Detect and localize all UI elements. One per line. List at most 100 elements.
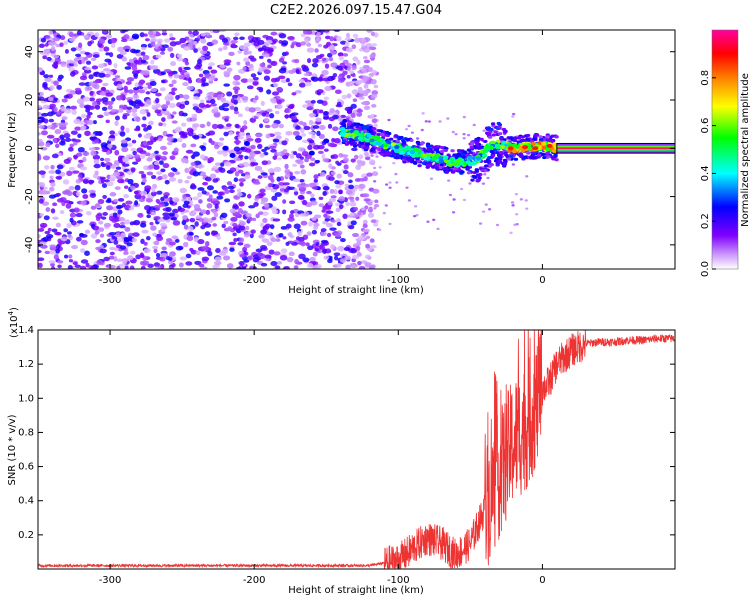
spectrogram-noise-cell: [81, 59, 86, 64]
spectrogram-signal-halo: [405, 138, 411, 142]
spectrogram-noise-cell: [243, 174, 251, 180]
spectrogram-noise-cell: [204, 104, 212, 108]
spectrogram-noise-cell: [281, 155, 289, 160]
spectrogram-noise-cell: [175, 94, 180, 100]
spectrogram-noise-cell: [243, 119, 248, 126]
spectrogram-noise-cell: [66, 170, 73, 177]
spectrogram-signal-halo: [502, 158, 508, 162]
spectrogram-signal-halo: [389, 154, 395, 158]
spectrogram-noise-cell: [392, 161, 396, 165]
spectrogram-noise-cell: [223, 83, 231, 87]
spectrogram-noise-cell: [319, 109, 324, 114]
spectrogram-signal-core: [443, 155, 449, 160]
spectrogram-noise-cell: [330, 50, 337, 55]
spectrogram-signal-halo: [462, 150, 468, 154]
spectrogram-noise-cell: [462, 137, 466, 140]
spectrogram-signal-halo: [475, 178, 480, 183]
spectrogram-noise-cell: [153, 248, 158, 254]
spectrogram-noise-cell: [247, 193, 252, 199]
spectrogram-noise-cell: [48, 74, 54, 78]
spectrogram-noise-cell: [483, 173, 487, 176]
spectrogram-noise-cell: [358, 265, 366, 269]
spectrogram-noise-cell: [279, 254, 288, 261]
spectrogram-noise-cell: [188, 210, 196, 217]
spectrogram-noise-cell: [164, 95, 170, 102]
spectrogram-noise-cell: [183, 46, 191, 51]
spectrogram-noise-cell: [186, 235, 194, 241]
spectrogram-noise-cell: [96, 259, 103, 265]
spectrogram-signal-halo: [409, 138, 414, 142]
spectrogram-noise-cell: [45, 35, 51, 39]
spectrogram-noise-cell: [260, 229, 268, 235]
spectrogram-noise-cell: [329, 44, 335, 50]
spectrogram-noise-cell: [178, 74, 184, 80]
spectrogram-noise-cell: [346, 109, 353, 114]
spectrogram-noise-cell: [352, 56, 359, 62]
spectrogram-signal-core: [507, 143, 513, 148]
spectrogram-noise-cell: [148, 120, 154, 126]
spectrogram-noise-cell: [362, 64, 370, 69]
spectrogram-noise-cell: [216, 195, 224, 200]
spectrogram-noise-cell: [313, 174, 319, 180]
spectrogram-noise-cell: [77, 174, 83, 179]
spectrogram-signal-halo: [487, 135, 493, 139]
spectrogram-signal-halo: [469, 142, 475, 146]
spectrogram-noise-cell: [330, 195, 337, 199]
spectrogram-noise-cell: [87, 111, 93, 116]
spectrogram-noise-cell: [174, 171, 181, 175]
spectrogram-noise-cell: [92, 225, 100, 231]
spectrogram-noise-cell: [38, 119, 45, 123]
spectrogram-noise-cell: [233, 110, 240, 115]
spectrogram-noise-cell: [370, 79, 377, 85]
spectrogram-signal-core: [425, 152, 431, 157]
spectrogram-noise-cell: [150, 41, 156, 48]
spectrogram-noise-cell: [280, 226, 288, 230]
spectrogram-noise-cell: [179, 37, 187, 44]
spectrogram-noise-cell: [56, 111, 61, 116]
spectrogram-noise-cell: [45, 234, 54, 239]
spectrogram-noise-cell: [130, 62, 137, 68]
spectrogram-signal-halo: [410, 159, 415, 163]
spectrogram-noise-cell: [72, 261, 78, 266]
spectrogram-noise-cell: [87, 41, 92, 47]
spectrogram-noise-cell: [166, 136, 174, 142]
spectrogram-noise-cell: [210, 198, 219, 202]
spectrogram-noise-cell: [128, 89, 134, 94]
spectrogram-noise-cell: [138, 170, 145, 175]
spectrogram-noise-cell: [71, 245, 79, 250]
spectrogram-noise-cell: [207, 66, 213, 70]
spectrogram-noise-cell: [334, 180, 340, 185]
spectrogram-signal-halo: [474, 168, 480, 172]
spectrogram-noise-cell: [208, 80, 214, 84]
spectrogram-noise-cell: [162, 212, 170, 217]
spectrogram-signal-core: [551, 148, 558, 153]
spectrogram-noise-cell: [82, 178, 89, 184]
spectrogram-signal-halo: [448, 168, 453, 172]
spectrogram-noise-cell: [366, 172, 373, 177]
spectrogram-noise-cell: [308, 221, 313, 227]
spectrogram-noise-cell: [185, 196, 192, 202]
spectrogram-noise-cell: [371, 171, 379, 177]
spectrogram-signal-halo: [376, 132, 381, 137]
spectrogram-noise-cell: [345, 47, 353, 53]
spectrogram-noise-cell: [316, 89, 324, 94]
spectrogram-noise-cell: [43, 74, 50, 79]
spectrogram-noise-cell: [276, 260, 283, 265]
spectrogram-noise-cell: [118, 108, 124, 113]
spectrogram-noise-cell: [91, 65, 99, 70]
spectrogram-noise-cell: [278, 75, 286, 80]
spectrogram-noise-cell: [59, 210, 65, 215]
spectrogram-noise-cell: [133, 154, 141, 160]
spectrogram-noise-cell: [270, 60, 278, 67]
spectrogram-noise-cell: [119, 50, 127, 56]
spectrogram-noise-cell: [342, 170, 349, 175]
spectrogram-noise-cell: [234, 135, 239, 141]
spectrogram-noise-cell: [462, 115, 466, 119]
spectrogram-signal-halo: [542, 155, 547, 160]
spectrogram-noise-cell: [212, 178, 219, 183]
spectrogram-noise-cell: [352, 33, 359, 38]
spectrogram-noise-cell: [316, 99, 324, 104]
spectrogram-noise-cell: [134, 99, 142, 105]
spectrogram-noise-cell: [116, 237, 125, 242]
spectrogram-noise-cell: [233, 74, 241, 81]
